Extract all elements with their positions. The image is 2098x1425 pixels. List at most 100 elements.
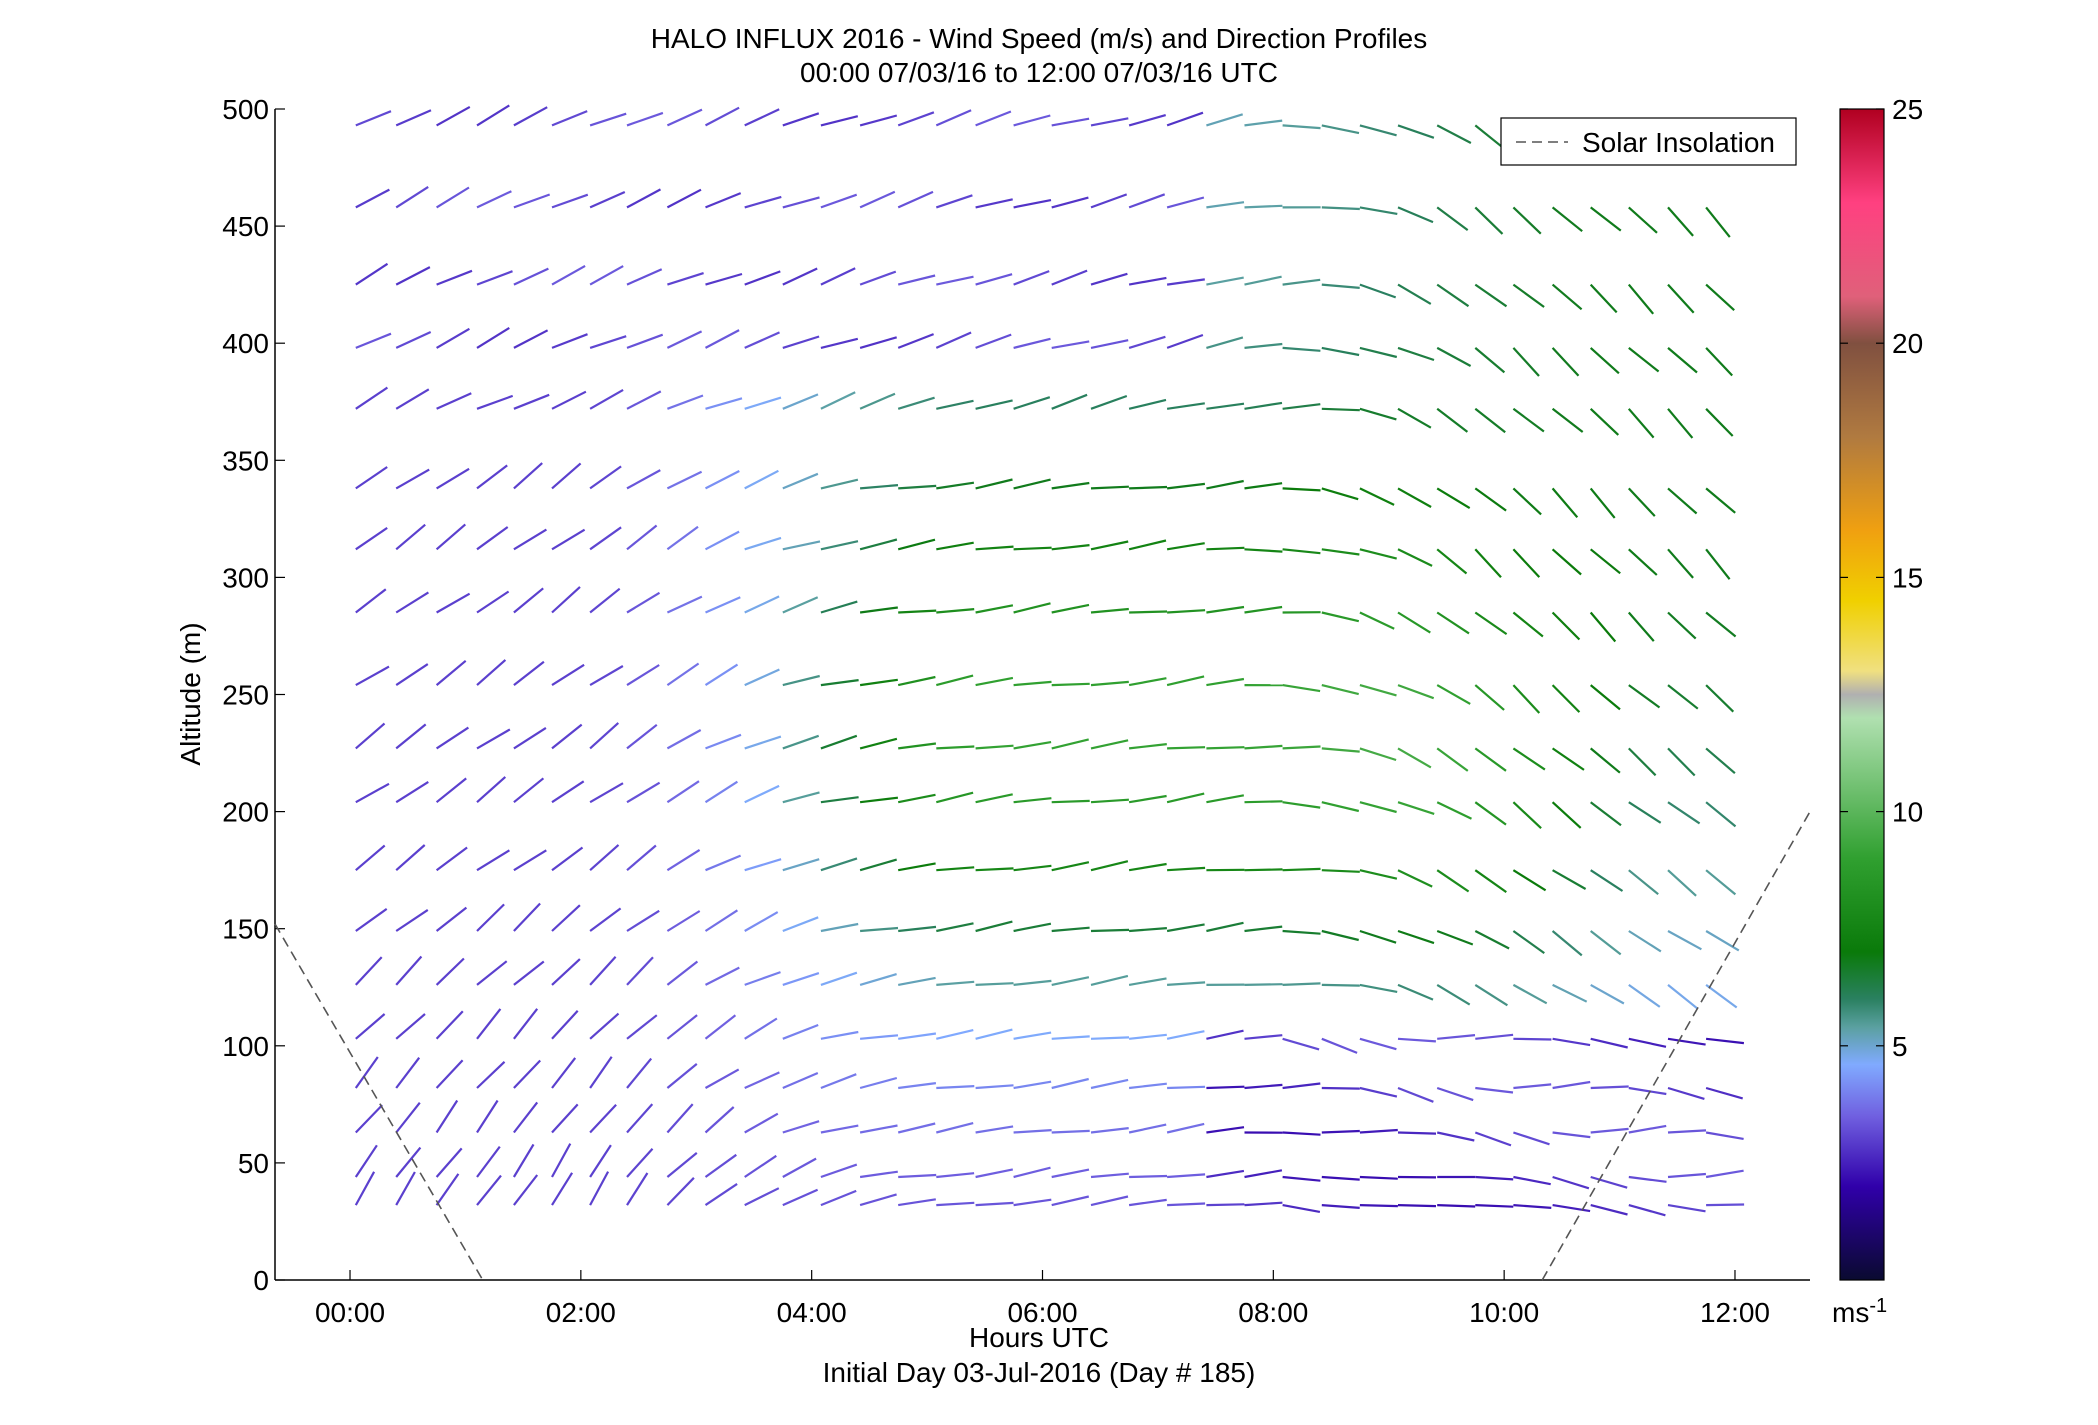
wind-vector [1436,407,1469,433]
wind-vector [705,397,743,410]
wind-vector [626,664,660,687]
wind-vector [859,1034,899,1040]
wind-vector [1589,347,1620,375]
wind-vector [1706,1203,1745,1207]
wind-vector [1397,407,1432,429]
wind-vector [626,956,654,986]
wind-vector [820,1030,859,1040]
wind-vector [626,844,657,872]
wind-vector [1474,347,1506,374]
x-tick-label: 08:00 [1238,1297,1308,1328]
wind-vectors [354,104,1745,1217]
wind-vector [1436,801,1472,820]
wind-vector [666,1063,698,1089]
wind-vector [705,733,742,750]
wind-vector [1667,1129,1707,1134]
wind-vector [782,267,818,286]
wind-vector [782,1157,817,1178]
wind-vector [1628,206,1658,234]
wind-vector [395,844,426,872]
wind-vector [1321,1175,1360,1181]
wind-vector [626,111,664,127]
wind-vector [355,1104,383,1134]
wind-vector [744,1017,778,1040]
wind-vector [1013,478,1051,490]
wind-vector [820,679,859,687]
wind-vector [513,193,551,209]
wind-vector [1436,1086,1474,1102]
wind-vector [1397,1086,1434,1103]
wind-vector [1206,1085,1245,1090]
wind-vector [820,857,858,872]
wind-vector [355,386,389,410]
wind-vector [1628,930,1662,953]
wind-vector [782,916,819,933]
wind-vector [1589,283,1618,314]
wind-vector [1090,193,1128,209]
wind-vector [513,1174,539,1206]
wind-vector [1436,869,1470,893]
wind-vector [1051,196,1089,209]
colorbar-tick-label: 10 [1892,797,1923,828]
wind-vector [744,1071,780,1090]
wind-vector [476,849,510,872]
wind-vector [782,972,820,986]
wind-vector [1359,1204,1398,1208]
wind-vector [355,722,386,750]
y-tick-label: 50 [238,1148,269,1179]
x-tick-label: 10:00 [1469,1297,1539,1328]
wind-vector [666,1177,695,1206]
wind-vector [1051,1077,1089,1090]
wind-vector [898,742,937,750]
wind-vector [705,272,743,286]
wind-vector [820,1073,857,1090]
wind-vector [1474,983,1508,1007]
wind-vector [1474,930,1510,950]
wind-vector [666,960,699,986]
wind-vector [936,674,974,687]
wind-vector [1628,548,1658,576]
wind-vector [1436,1131,1475,1142]
wind-vector [1013,337,1051,349]
wind-vector [395,591,429,614]
wind-vector [1206,546,1245,551]
wind-vector [626,1103,654,1134]
wind-vector [1436,206,1469,231]
wind-vector [898,484,937,490]
wind-vector [1013,680,1052,687]
wind-vector [1166,482,1206,490]
wind-vector [975,1125,1014,1134]
wind-vector [1474,747,1507,772]
wind-vector [1512,930,1545,954]
x-tick-label: 12:00 [1700,1297,1770,1328]
wind-vector [744,735,782,750]
wind-vector [1244,275,1282,286]
wind-vector [1206,677,1245,687]
wind-vector [626,333,664,349]
wind-vector [1013,1166,1051,1179]
wind-vector [1128,1198,1167,1207]
wind-vector [1359,206,1398,215]
wind-vector [975,867,1014,872]
wind-vector [1512,801,1542,830]
wind-vector [1090,394,1128,410]
wind-vector [820,478,859,490]
wind-vector [513,393,550,410]
wind-vector [744,971,781,986]
wind-vector [589,190,626,209]
wind-vector [1474,407,1506,434]
legend: Solar Insolation [1500,117,1797,166]
wind-vector [1282,745,1321,750]
wind-vector [589,722,620,750]
wind-vector [1244,204,1283,209]
wind-vector [395,1146,422,1178]
wind-vector [1282,124,1321,130]
wind-vector [1128,1123,1167,1134]
wind-vector [1051,976,1090,986]
wind-vector [820,922,859,933]
wind-vector [435,1173,460,1206]
wind-vector [1128,276,1167,286]
wind-vector [476,960,508,986]
wind-vector [1167,1085,1206,1090]
wind-vector [666,330,703,349]
